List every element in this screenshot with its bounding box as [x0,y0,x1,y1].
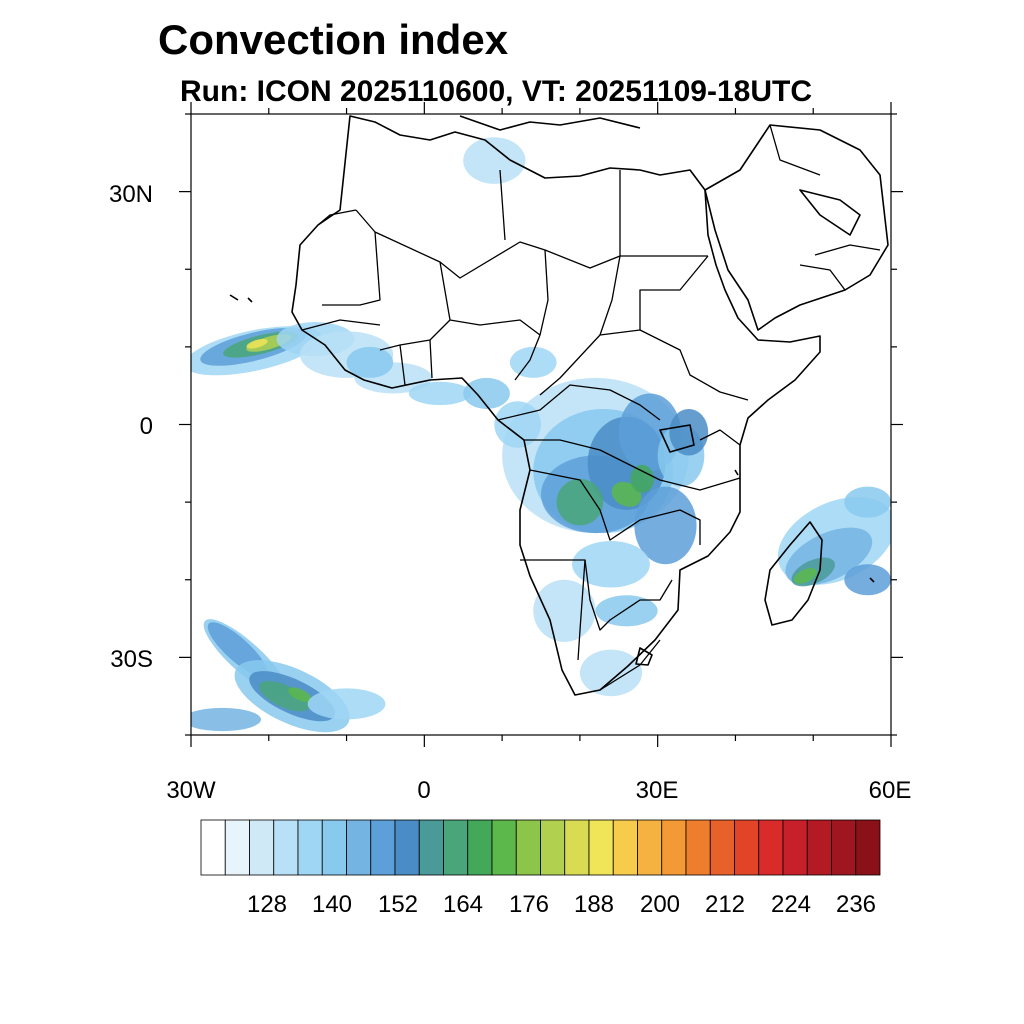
colorbar-box [321,819,347,876]
convection-cell [533,579,596,642]
colorbar-box [297,819,323,876]
convection-cell [556,478,604,526]
convection-cell [793,568,818,584]
colorbar-box [249,819,275,876]
colorbar-labels: 128 140 152 164 176 188 200 212 224 236 [247,891,876,918]
convection-cell [463,377,510,409]
arabia-coastline [704,124,889,331]
lat-label-30n: 30N [109,181,153,208]
colorbar-label-200: 200 [640,891,680,918]
figure-subtitle: Run: ICON 2025110600, VT: 20251109-18UTC [180,75,812,108]
convection-cell [246,338,268,349]
colorbar-label-140: 140 [312,891,352,918]
madagascar-coastline [764,521,823,626]
colorbar-box [370,819,396,876]
colorbar [200,819,881,876]
colorbar-box [855,819,881,876]
figure-title: Convection index [158,16,509,63]
lat-label-0: 0 [140,413,153,440]
convection-cell [307,688,386,720]
convection-shading [191,137,891,733]
colorbar-label-188: 188 [574,891,614,918]
gulf-coastline [799,189,861,236]
colorbar-box [200,819,226,876]
lesotho-border [635,647,653,666]
colorbar-box [467,819,493,876]
colorbar-label-236: 236 [836,891,876,918]
colorbar-box [515,819,541,876]
colorbar-box [443,819,469,876]
lake-victoria [659,424,695,453]
convection-cell [634,486,697,565]
colorbar-box [637,819,663,876]
colorbar-box [734,819,760,876]
colorbar-label-128: 128 [247,891,287,918]
colorbar-box [564,819,590,876]
convection-cell [346,346,394,378]
colorbar-box [685,819,711,876]
colorbar-box [540,819,566,876]
lon-label-0: 0 [417,777,430,804]
convection-cell [191,707,261,732]
colorbar-box [758,819,784,876]
country-borders [301,124,881,691]
lon-label-60e: 60E [869,777,912,804]
convection-cell [463,137,526,184]
convection-cell [630,464,654,493]
colorbar-box [418,819,444,876]
colorbar-label-164: 164 [443,891,483,918]
axis-ticks [179,102,903,747]
colorbar-box [394,819,420,876]
island-mauritius [869,577,875,583]
colorbar-box [273,819,299,876]
convection-cell [509,346,557,378]
colorbar-box [782,819,808,876]
convection-cell [408,381,471,406]
island-zanzibar [734,469,739,476]
convection-cell [844,564,891,596]
convection-cell [669,408,709,456]
colorbar-box [661,819,687,876]
coastlines [229,115,889,696]
lon-label-30w: 30W [166,777,216,804]
africa-coastline [291,115,821,696]
convection-cell [579,649,643,697]
island-canaries [229,294,253,303]
colorbar-box [588,819,614,876]
colorbar-box [346,819,372,876]
colorbar-label-152: 152 [378,891,418,918]
colorbar-box [612,819,638,876]
convection-cell [259,681,310,712]
colorbar-box [806,819,832,876]
convection-cell [844,486,891,518]
convection-cell [572,540,650,588]
colorbar-label-176: 176 [509,891,549,918]
colorbar-box [224,819,250,876]
colorbar-box [831,819,857,876]
lon-label-30e: 30E [636,777,679,804]
colorbar-box [491,819,517,876]
colorbar-label-224: 224 [771,891,811,918]
europe-coast [459,115,641,131]
convection-cell [494,401,541,448]
colorbar-label-212: 212 [705,891,745,918]
colorbar-box [709,819,735,876]
convection-cell [288,687,312,702]
lat-label-30s: 30S [110,646,153,673]
